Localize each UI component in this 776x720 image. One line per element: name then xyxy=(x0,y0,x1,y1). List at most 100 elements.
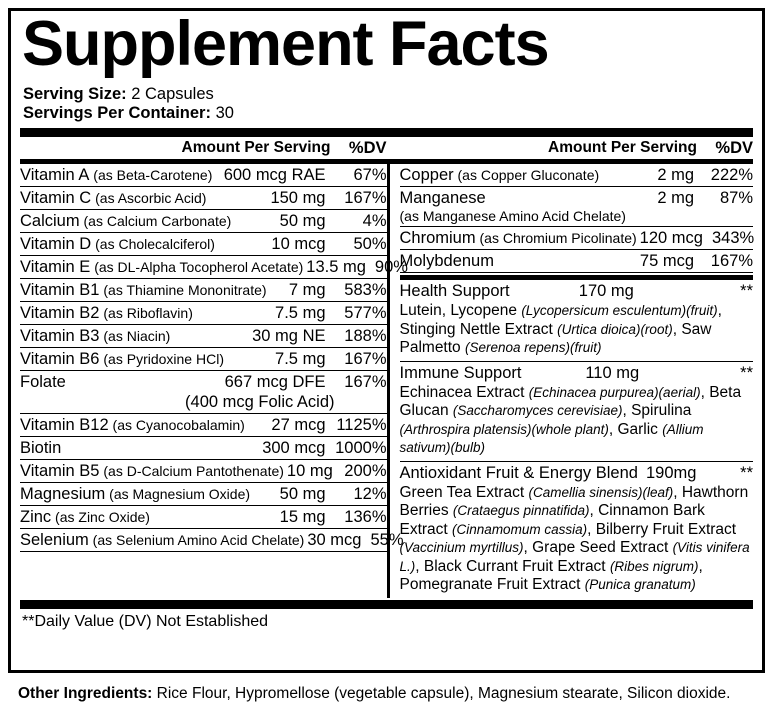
nutrient-name: Vitamin B2 (as Riboflavin) xyxy=(20,304,193,322)
blend-row: Health Support 170 mg ** Lutein, Lycopene (… xyxy=(399,280,753,362)
nutrient-column-right: Copper (as Copper Gluconate) 2 mg 222% Mang… xyxy=(386,164,755,598)
nutrient-source: (as D-Calcium Pantothenate) xyxy=(99,463,284,479)
nutrient-amount: 667 mcg DFE xyxy=(224,373,326,391)
nutrient-name: Vitamin A (as Beta-Carotene) xyxy=(20,166,213,184)
blend-row: Immune Support 110 mg ** Echinacea Extract … xyxy=(399,362,753,462)
nutrient-source: (as Ascorbic Acid) xyxy=(91,190,207,206)
nutrient-amount: 50 mg xyxy=(279,485,326,503)
blend-ingredients: Green Tea Extract (Camellia sinensis)(le… xyxy=(399,483,750,594)
nutrient-name: Chromium (as Chromium Picolinate) xyxy=(399,229,637,247)
other-ingredients-value: Rice Flour, Hypromellose (vegetable caps… xyxy=(156,685,731,702)
nutrient-amount: 10 mcg xyxy=(271,235,326,253)
nutrient-row: Vitamin B12 (as Cyanocobalamin) 27 mcg 112… xyxy=(20,414,387,437)
nutrient-row: Vitamin B1 (as Thiamine Mononitrate) 7 mg… xyxy=(20,279,387,302)
blend-name: Antioxidant Fruit & Energy Blend xyxy=(399,463,638,482)
nutrient-amount: 7.5 mg xyxy=(275,304,326,322)
nutrient-amount: 27 mcg xyxy=(271,416,326,434)
servings-per-container-row: Servings Per Container: 30 xyxy=(23,104,755,123)
nutrient-name: Vitamin B5 (as D-Calcium Pantothenate) xyxy=(20,462,284,480)
blend-name: Immune Support xyxy=(399,363,522,382)
nutrient-row: Selenium (as Selenium Amino Acid Chelate… xyxy=(20,529,404,552)
serving-size-value: 2 Capsules xyxy=(131,85,214,103)
right-dv-header: %DV xyxy=(715,139,753,157)
left-dv-header: %DV xyxy=(348,139,387,157)
nutrient-row: Biotin 300 mcg 1000% xyxy=(20,437,387,460)
nutrient-source: (as Pyridoxine HCl) xyxy=(99,351,224,367)
nutrient-row: Magnesium (as Magnesium Oxide) 50 mg 12% xyxy=(20,483,387,506)
nutrient-amount: 600 mcg RAE xyxy=(223,166,326,184)
nutrient-row: Zinc (as Zinc Oxide) 15 mg 136% xyxy=(20,506,387,529)
nutrient-source: (as DL-Alpha Tocopherol Acetate) xyxy=(90,259,304,275)
serving-info: Serving Size: 2 Capsules Servings Per Co… xyxy=(23,85,755,123)
label-panel: Supplement Facts Serving Size: 2 Capsule… xyxy=(8,8,765,673)
nutrient-name: Vitamin B12 (as Cyanocobalamin) xyxy=(20,416,245,434)
nutrient-amount: 7.5 mg xyxy=(275,350,326,368)
left-amount-header: Amount Per Serving xyxy=(181,139,331,156)
nutrient-amount: 75 mcg xyxy=(639,252,694,270)
other-ingredients: Other Ingredients: Rice Flour, Hypromell… xyxy=(18,684,766,703)
nutrient-dv: 136% xyxy=(344,508,387,526)
servings-per-container-label: Servings Per Container: xyxy=(23,104,211,122)
serving-size-row: Serving Size: 2 Capsules xyxy=(23,85,755,104)
nutrient-amount: 30 mg NE xyxy=(252,327,326,345)
nutrient-name: Vitamin B6 (as Pyridoxine HCl) xyxy=(20,350,224,368)
nutrient-amount: 120 mcg xyxy=(639,229,703,247)
nutrient-dv: 222% xyxy=(710,166,753,184)
blend-ingredients: Echinacea Extract (Echinacea purpurea)(a… xyxy=(399,383,742,456)
blend-dv-marker: ** xyxy=(740,463,753,482)
column-headers: Amount Per Serving %DV Amount Per Servin… xyxy=(20,137,754,159)
blend-row: Antioxidant Fruit & Energy Blend 190mg ** G… xyxy=(400,462,754,598)
nutrient-amount-continuation: (400 mcg Folic Acid) xyxy=(185,393,335,411)
blend-section-rule xyxy=(399,275,753,280)
nutrient-name: Manganese xyxy=(399,189,486,207)
nutrient-name: Vitamin C (as Ascorbic Acid) xyxy=(20,189,207,207)
nutrient-source: (as Riboflavin) xyxy=(99,305,193,321)
nutrient-row: Copper (as Copper Gluconate) 2 mg 222% xyxy=(399,164,753,187)
nutrient-name: Selenium (as Selenium Amino Acid Chelate… xyxy=(20,531,305,549)
nutrient-amount: 15 mg xyxy=(279,508,326,526)
nutrient-amount: 10 mg xyxy=(286,462,333,480)
right-amount-header: Amount Per Serving xyxy=(548,139,697,156)
servings-per-container-value: 30 xyxy=(215,104,234,122)
blend-dv-marker: ** xyxy=(740,363,753,382)
nutrient-name: Zinc (as Zinc Oxide) xyxy=(20,508,150,526)
nutrient-columns: Vitamin A (as Beta-Carotene) 600 mcg RAE 6… xyxy=(20,164,755,598)
nutrient-dv: 167% xyxy=(344,373,387,391)
nutrient-source: (as Chromium Picolinate) xyxy=(475,230,637,246)
nutrient-name: Calcium (as Calcium Carbonate) xyxy=(20,212,232,230)
header-rule-top xyxy=(20,128,753,137)
nutrient-amount: 2 mg xyxy=(657,189,694,207)
nutrient-dv: 188% xyxy=(344,327,387,345)
nutrient-source: (as Beta-Carotene) xyxy=(89,167,213,183)
nutrient-dv: 577% xyxy=(344,304,387,322)
serving-size-label: Serving Size: xyxy=(23,85,127,103)
nutrient-name: Vitamin E (as DL-Alpha Tocopherol Acetat… xyxy=(20,258,304,276)
blend-amount: 110 mg xyxy=(585,363,640,382)
nutrient-source: (as Copper Gluconate) xyxy=(453,167,600,183)
nutrient-dv: 4% xyxy=(362,212,387,230)
nutrient-name: Biotin xyxy=(20,439,62,457)
nutrient-name: Vitamin D (as Cholecalciferol) xyxy=(20,235,215,253)
nutrient-name: Molybdenum xyxy=(399,252,494,270)
header-rule-bottom xyxy=(20,159,753,164)
nutrient-amount: 300 mcg xyxy=(262,439,326,457)
nutrient-dv: 90% xyxy=(374,258,408,276)
nutrient-source: (as Zinc Oxide) xyxy=(51,509,150,525)
nutrient-dv: 167% xyxy=(344,189,387,207)
nutrient-dv: 343% xyxy=(711,229,755,247)
nutrient-source: (as Niacin) xyxy=(99,328,171,344)
nutrient-amount: 7 mg xyxy=(288,281,326,299)
nutrient-row: Vitamin B3 (as Niacin) 30 mg NE 188% xyxy=(20,325,387,348)
nutrient-source: (as Selenium Amino Acid Chelate) xyxy=(88,532,305,548)
nutrient-row: Vitamin E (as DL-Alpha Tocopherol Acetat… xyxy=(20,256,408,279)
nutrient-dv: 50% xyxy=(353,235,387,253)
blend-name: Health Support xyxy=(399,282,510,300)
nutrient-name: Vitamin B3 (as Niacin) xyxy=(20,327,171,345)
nutrient-row: Molybdenum 75 mcg 167% xyxy=(399,250,753,273)
nutrient-row: Folate 667 mcg DFE 167% (400 mcg Folic Acid… xyxy=(20,371,387,414)
nutrient-source-continuation: (as Manganese Amino Acid Chelate) xyxy=(399,208,626,224)
page-title: Supplement Facts xyxy=(22,9,550,79)
blend-amount: 170 mg xyxy=(578,282,634,300)
nutrient-name: Copper (as Copper Gluconate) xyxy=(399,166,600,184)
